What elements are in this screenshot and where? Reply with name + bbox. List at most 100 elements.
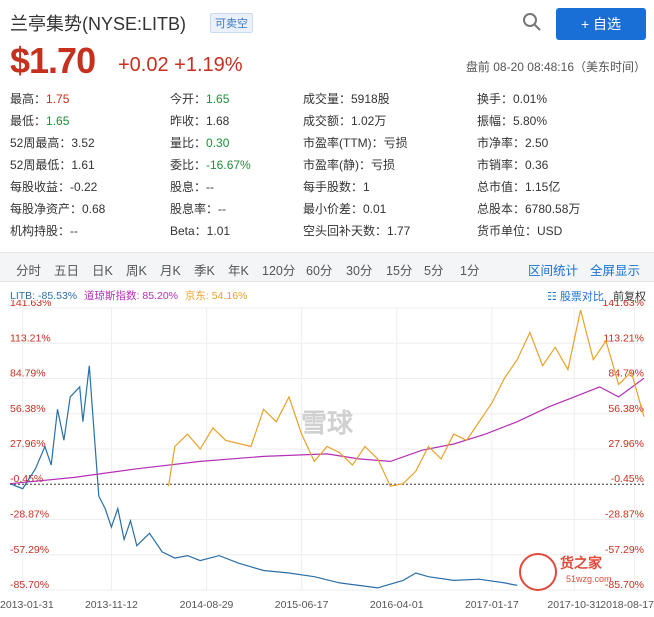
stat-label: 市盈率(静)：亏损 xyxy=(303,158,395,172)
stat-label: 最低： xyxy=(10,114,47,128)
stat-value: 0.30 xyxy=(206,136,230,150)
x-tick-label: 2017-01-17 xyxy=(465,599,519,611)
y-tick-label-right: 84.79% xyxy=(608,368,644,380)
adjust-button[interactable]: 前复权 xyxy=(613,291,646,303)
fullscreen-button[interactable]: 全屏显示 xyxy=(590,264,641,278)
stat-label: 总市值：1.15亿 xyxy=(477,180,561,194)
stat-item: 市净率：2.50 xyxy=(477,134,548,151)
add-to-watchlist-button[interactable]: + 自选 xyxy=(556,8,646,40)
chart-controls: ☷ 股票对比 前复权 xyxy=(547,288,646,304)
stat-label: 委比： xyxy=(170,158,207,172)
brand-text: 货之家 xyxy=(559,555,603,571)
tab-period[interactable]: 5分 xyxy=(424,264,444,278)
series-line xyxy=(167,309,645,487)
stat-label: 最高： xyxy=(10,92,47,106)
stat-label: 货币单位：USD xyxy=(477,224,563,238)
stat-label: 成交量：5918股 xyxy=(303,92,390,106)
stat-item: 最小价差：0.01 xyxy=(303,200,386,217)
stat-item: 总股本：6780.58万 xyxy=(477,200,580,217)
tab-period[interactable]: 120分 xyxy=(262,264,296,278)
stat-item: 最高：1.75 xyxy=(10,90,69,107)
compare-button[interactable]: 股票对比 xyxy=(559,291,604,303)
watermark-text: 雪球 xyxy=(301,408,354,438)
stat-item: 股息率：-- xyxy=(170,200,226,217)
stat-item: 换手：0.01% xyxy=(477,90,547,107)
stat-item: 委比：-16.67% xyxy=(170,156,251,173)
stat-item: Beta：1.01 xyxy=(170,222,230,239)
y-tick-label-right: 141.63% xyxy=(603,300,644,309)
tab-period[interactable]: 季K xyxy=(194,264,215,278)
stat-item: 量比：0.30 xyxy=(170,134,229,151)
stat-label: 量比： xyxy=(170,136,207,150)
stat-label: 最小价差：0.01 xyxy=(303,202,387,216)
tab-period[interactable]: 30分 xyxy=(346,264,373,278)
y-tick-label-right: -0.45% xyxy=(611,473,644,485)
stat-item: 市盈率(TTM)：亏损 xyxy=(303,134,408,151)
stat-label: 机构持股：-- xyxy=(10,224,78,238)
y-tick-label-right: 27.96% xyxy=(608,438,644,450)
tab-period[interactable]: 日K xyxy=(92,264,113,278)
price-change: +0.02 +1.19% xyxy=(118,54,243,76)
stat-label: 股息：-- xyxy=(170,180,214,194)
stat-label: 每手股数：1 xyxy=(303,180,370,194)
y-tick-label-left: 113.21% xyxy=(10,332,51,344)
range-stats-button[interactable]: 区间统计 xyxy=(528,264,579,278)
tab-period[interactable]: 15分 xyxy=(386,264,413,278)
x-tick-label: 2013-11-12 xyxy=(85,599,138,611)
stat-label: 市净率：2.50 xyxy=(477,136,549,150)
stat-item: 股息：-- xyxy=(170,178,214,195)
stat-label: 市盈率(TTM)：亏损 xyxy=(303,136,408,150)
stat-item: 每股净资产：0.68 xyxy=(10,200,105,217)
comparison-chart[interactable]: 141.63% 141.63% 113.21% 113.21% 84.79% 84.79%… xyxy=(0,300,654,617)
tab-period[interactable]: 1分 xyxy=(460,264,480,278)
quote-row: $1.70 +0.02 +1.19% 盘前 08-20 08:48:16（美东时… xyxy=(10,40,650,81)
y-tick-label-right: 56.38% xyxy=(608,403,644,415)
x-tick-label: 2018-08-17 xyxy=(600,599,654,611)
compare-icon[interactable]: ☷ xyxy=(547,291,557,303)
stat-item: 成交额：1.02万 xyxy=(303,112,386,129)
y-tick-label-left: -85.70% xyxy=(10,579,49,591)
header: 兰亭集势(NYSE:LITB) 可卖空 + 自选 xyxy=(10,8,654,40)
tab-period[interactable]: 年K xyxy=(228,264,249,278)
legend-dji: 道琼斯指数: 85.20% xyxy=(84,290,178,302)
brand-logo-ring xyxy=(519,553,557,591)
short-sell-badge: 可卖空 xyxy=(210,13,253,33)
stat-label: 成交额：1.02万 xyxy=(303,114,387,128)
stat-label: 股息率：-- xyxy=(170,202,226,216)
stat-label: 振幅：5.80% xyxy=(477,114,548,128)
x-tick-label: 2016-04-01 xyxy=(370,599,424,611)
stat-item: 空头回补天数：1.77 xyxy=(303,222,410,239)
stat-label: 每股净资产：0.68 xyxy=(10,202,106,216)
stat-label: 换手：0.01% xyxy=(477,92,548,106)
y-tick-label-right: 113.21% xyxy=(603,332,644,344)
stat-value: 1.75 xyxy=(46,92,70,106)
quote-time: 盘前 08-20 08:48:16（美东时间） xyxy=(465,60,646,74)
x-tick-label: 2013-01-31 xyxy=(0,599,54,611)
stat-item: 振幅：5.80% xyxy=(477,112,547,129)
y-tick-label-left: -28.87% xyxy=(10,509,49,521)
stat-item: 每手股数：1 xyxy=(303,178,370,195)
stat-item: 市销率：0.36 xyxy=(477,156,548,173)
search-icon[interactable] xyxy=(520,10,544,34)
stat-item: 成交量：5918股 xyxy=(303,90,390,107)
period-tabs: 分时 五日 日K 周K 月K 季K 年K 120分 60分 30分 15分 5分 1分 区间统计 全屏显示 xyxy=(0,252,654,282)
series-line xyxy=(9,377,645,485)
stat-item: 52周最低：1.61 xyxy=(10,156,95,173)
y-tick-label-left: 56.38% xyxy=(10,403,46,415)
y-tick-label-left: 27.96% xyxy=(10,438,46,450)
stat-item: 每股收益：-0.22 xyxy=(10,178,97,195)
legend-jd: 京东: 54.16% xyxy=(184,290,248,302)
stat-item: 今开：1.65 xyxy=(170,90,229,107)
stat-item: 昨收：1.68 xyxy=(170,112,229,129)
tab-period[interactable]: 60分 xyxy=(306,264,333,278)
tab-period[interactable]: 月K xyxy=(160,264,181,278)
legend-litb: LITB: -85.53% xyxy=(10,290,78,302)
stat-value: 1.65 xyxy=(46,114,70,128)
stat-label: 总股本：6780.58万 xyxy=(477,202,581,216)
y-tick-label-right: -28.87% xyxy=(605,509,644,521)
stat-label: 今开： xyxy=(170,92,207,106)
tab-period[interactable]: 周K xyxy=(126,264,147,278)
tab-period[interactable]: 分时 xyxy=(16,264,42,278)
y-tick-label-right: -57.29% xyxy=(605,544,644,556)
tab-period[interactable]: 五日 xyxy=(54,264,80,278)
